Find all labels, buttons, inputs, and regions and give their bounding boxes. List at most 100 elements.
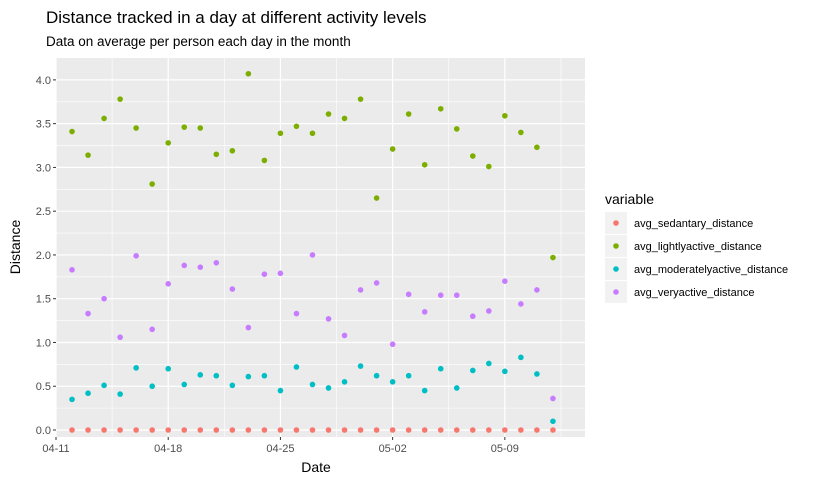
data-point <box>101 115 107 122</box>
legend: variable avg_sedantary_distance avg_light… <box>605 191 788 303</box>
data-point <box>486 308 492 314</box>
data-point <box>486 360 492 367</box>
data-point <box>502 368 508 375</box>
data-point <box>181 124 188 130</box>
data-point <box>165 427 172 433</box>
data-point <box>213 151 220 158</box>
data-point <box>245 427 252 433</box>
data-point <box>325 385 332 391</box>
y-axis-title: Distance <box>7 220 23 275</box>
data-point <box>197 264 204 270</box>
data-point <box>165 140 172 146</box>
data-point <box>389 427 396 433</box>
legend-key-point <box>613 220 619 226</box>
data-point <box>453 126 460 132</box>
data-point <box>133 427 139 433</box>
data-point <box>117 96 123 102</box>
data-point <box>261 157 268 164</box>
series-avg_sedantary_distance <box>69 427 556 433</box>
data-point <box>502 427 508 433</box>
chart-title: Distance tracked in a day at different a… <box>46 8 426 27</box>
data-point <box>437 365 444 372</box>
y-tick-label: 1.0 <box>36 337 51 349</box>
data-point <box>437 105 444 112</box>
data-point <box>469 313 476 320</box>
data-point <box>469 153 476 159</box>
data-point <box>421 387 428 394</box>
data-point <box>309 130 316 137</box>
data-point <box>341 427 348 433</box>
y-tick-label: 2.0 <box>36 250 51 262</box>
data-point <box>213 372 220 379</box>
data-point <box>309 381 316 388</box>
data-point <box>357 287 364 293</box>
data-point <box>261 271 268 277</box>
data-point <box>421 427 428 433</box>
legend-label: avg_lightlyactive_distance <box>634 241 762 253</box>
data-point <box>69 427 75 433</box>
data-point <box>101 427 107 433</box>
data-point <box>550 395 556 402</box>
chart-subtitle: Data on average per person each day in t… <box>46 34 351 49</box>
data-point <box>518 354 524 361</box>
data-point <box>213 427 220 433</box>
y-tick-label: 4.0 <box>36 75 51 87</box>
legend-key-point <box>613 266 619 272</box>
legend-title: variable <box>605 191 654 207</box>
data-point <box>229 382 236 389</box>
y-tick-label: 0.0 <box>36 425 51 437</box>
data-point <box>341 332 348 339</box>
data-point <box>149 427 155 433</box>
data-point <box>293 364 300 370</box>
data-point <box>357 96 364 102</box>
data-point <box>405 372 412 379</box>
data-point <box>117 334 123 341</box>
data-point <box>550 254 556 261</box>
data-point <box>293 310 300 317</box>
data-point <box>197 372 204 378</box>
y-axis: 0.0 0.5 1.0 1.5 2.0 2.5 3.0 3.5 4.0 <box>36 75 56 437</box>
data-point <box>165 365 172 372</box>
data-point <box>245 324 252 331</box>
data-point <box>325 111 332 117</box>
data-point <box>534 427 540 433</box>
data-point <box>69 267 75 273</box>
data-point <box>293 123 300 130</box>
data-point <box>373 195 380 201</box>
data-points <box>69 70 556 433</box>
data-point <box>341 379 348 385</box>
data-point <box>277 130 284 137</box>
data-point <box>117 391 123 397</box>
data-point <box>518 427 524 433</box>
data-point <box>534 144 540 151</box>
data-point <box>149 383 155 390</box>
data-point <box>486 163 492 170</box>
y-tick-label: 3.0 <box>36 162 51 174</box>
data-point <box>229 286 236 292</box>
plot-panel <box>56 58 585 437</box>
data-point <box>133 125 139 131</box>
legend-label: avg_moderatelyactive_distance <box>634 264 788 276</box>
data-point <box>373 372 380 379</box>
data-point <box>245 70 252 77</box>
data-point <box>325 427 332 433</box>
data-point <box>85 427 91 433</box>
data-point <box>453 385 460 391</box>
data-point <box>357 427 364 433</box>
x-tick-label: 04-18 <box>154 443 182 455</box>
data-point <box>213 260 220 266</box>
series-avg_lightlyactive_distance <box>69 70 556 261</box>
data-point <box>261 372 268 379</box>
data-point <box>502 278 508 284</box>
data-point <box>389 146 396 152</box>
series-avg_moderatelyactive_distance <box>69 354 556 425</box>
data-point <box>309 427 316 433</box>
y-tick-label: 0.5 <box>36 381 51 393</box>
data-point <box>309 252 316 258</box>
data-point <box>421 161 428 168</box>
data-point <box>117 427 123 433</box>
data-point <box>197 427 204 433</box>
data-point <box>550 427 556 433</box>
data-point <box>229 427 236 433</box>
data-point <box>181 262 188 269</box>
